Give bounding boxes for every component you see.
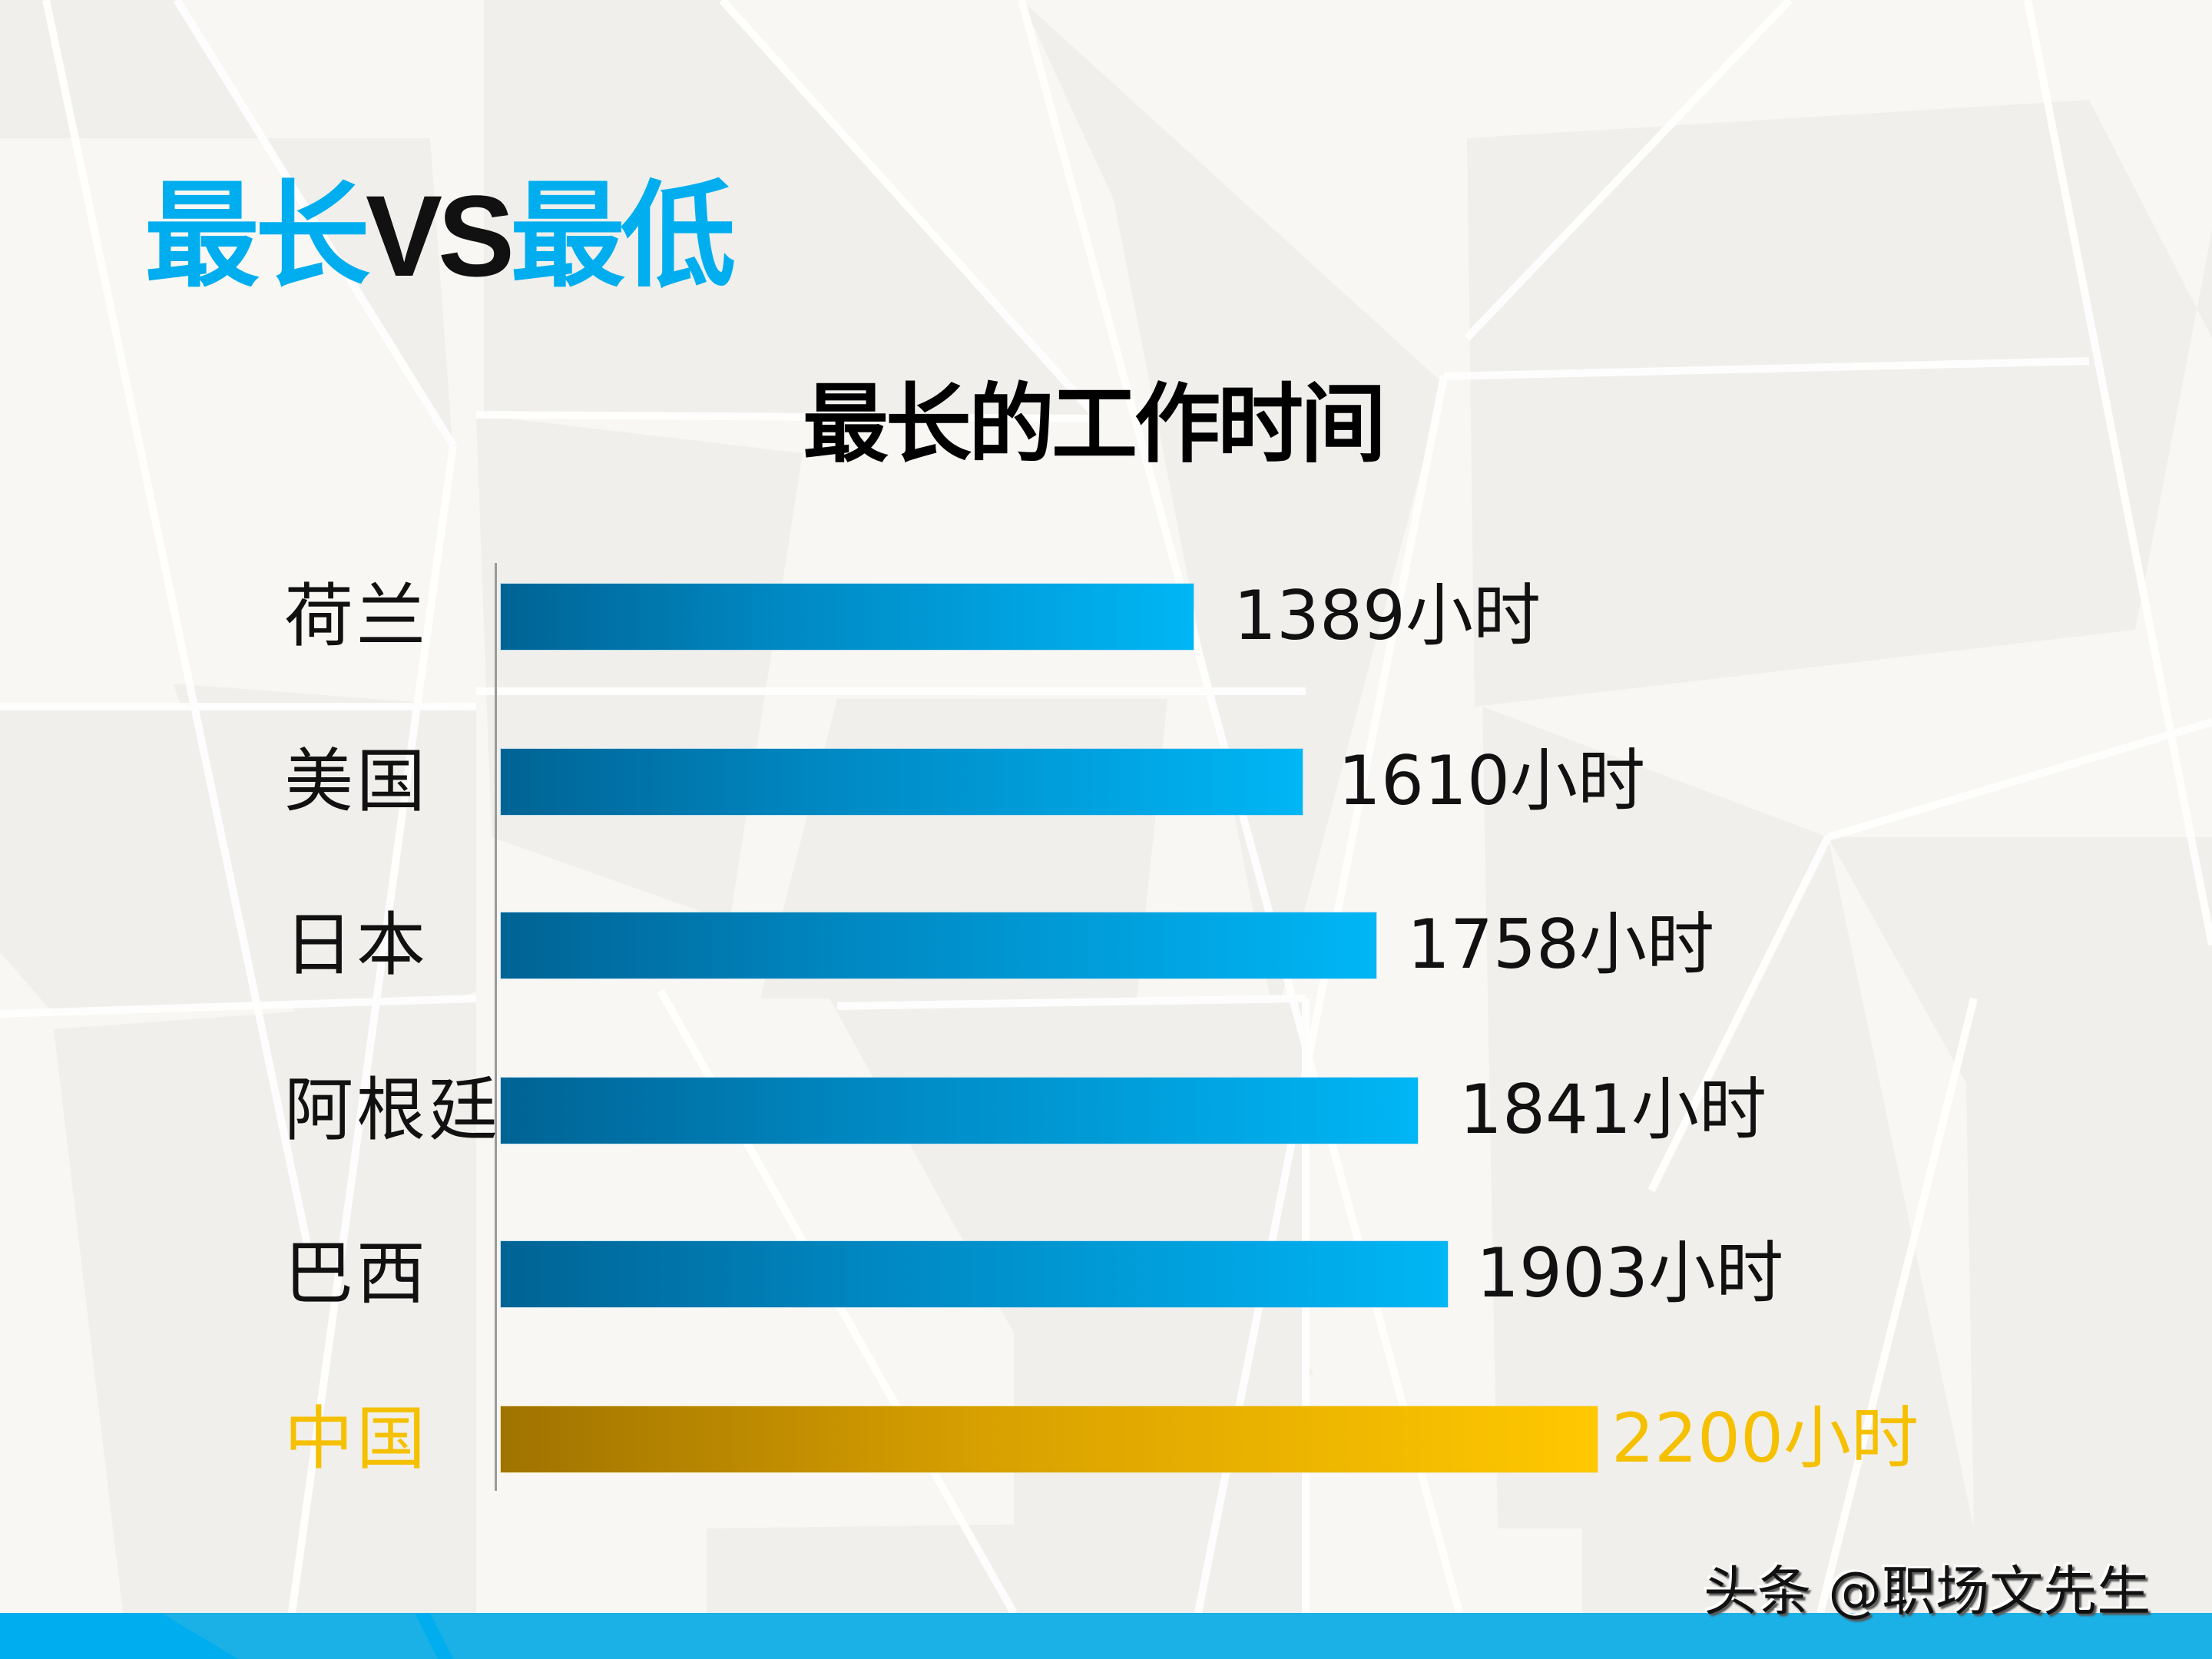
chart-row-china: 中国 2200小时 xyxy=(0,1399,2212,1479)
chart-title: 最长的工作时间 xyxy=(803,375,1386,475)
slide-title: 最长VS最低 xyxy=(144,178,736,294)
value-label: 1610小时 xyxy=(1338,741,1645,820)
bar-japan xyxy=(501,912,1376,979)
category-label: 荷兰 xyxy=(284,576,429,657)
value-label: 1389小时 xyxy=(1233,576,1541,655)
watermark: 头条 @职场文先生 xyxy=(1704,1560,2151,1623)
value-label: 1758小时 xyxy=(1407,905,1714,984)
title-lowest: 最低 xyxy=(510,170,736,303)
bar-usa xyxy=(501,749,1303,815)
value-label-highlight: 2200小时 xyxy=(1611,1399,1919,1478)
footer-band xyxy=(0,1613,2212,1659)
bar-argentina xyxy=(501,1078,1418,1144)
title-longest: 最长 xyxy=(144,170,370,303)
title-vs: VS xyxy=(366,171,515,300)
category-label: 美国 xyxy=(284,741,429,822)
value-label: 1903小时 xyxy=(1476,1233,1783,1313)
bar-china xyxy=(501,1406,1598,1472)
bar-netherlands xyxy=(501,584,1194,650)
chart-row-usa: 美国 1610小时 xyxy=(0,741,2212,822)
chart-row-brazil: 巴西 1903小时 xyxy=(0,1233,2212,1314)
chart-row-japan: 日本 1758小时 xyxy=(0,905,2212,985)
value-label: 1841小时 xyxy=(1459,1070,1767,1149)
bar-brazil xyxy=(501,1241,1448,1307)
chart-y-axis xyxy=(495,563,497,1491)
category-label: 巴西 xyxy=(284,1233,429,1314)
category-label: 日本 xyxy=(284,905,429,985)
chart-row-argentina: 阿根廷 1841小时 xyxy=(0,1070,2212,1151)
chart-row-netherlands: 荷兰 1389小时 xyxy=(0,576,2212,657)
category-label: 阿根廷 xyxy=(284,1070,501,1151)
category-label-highlight: 中国 xyxy=(284,1399,429,1479)
footer-band-pattern xyxy=(0,1613,453,1659)
